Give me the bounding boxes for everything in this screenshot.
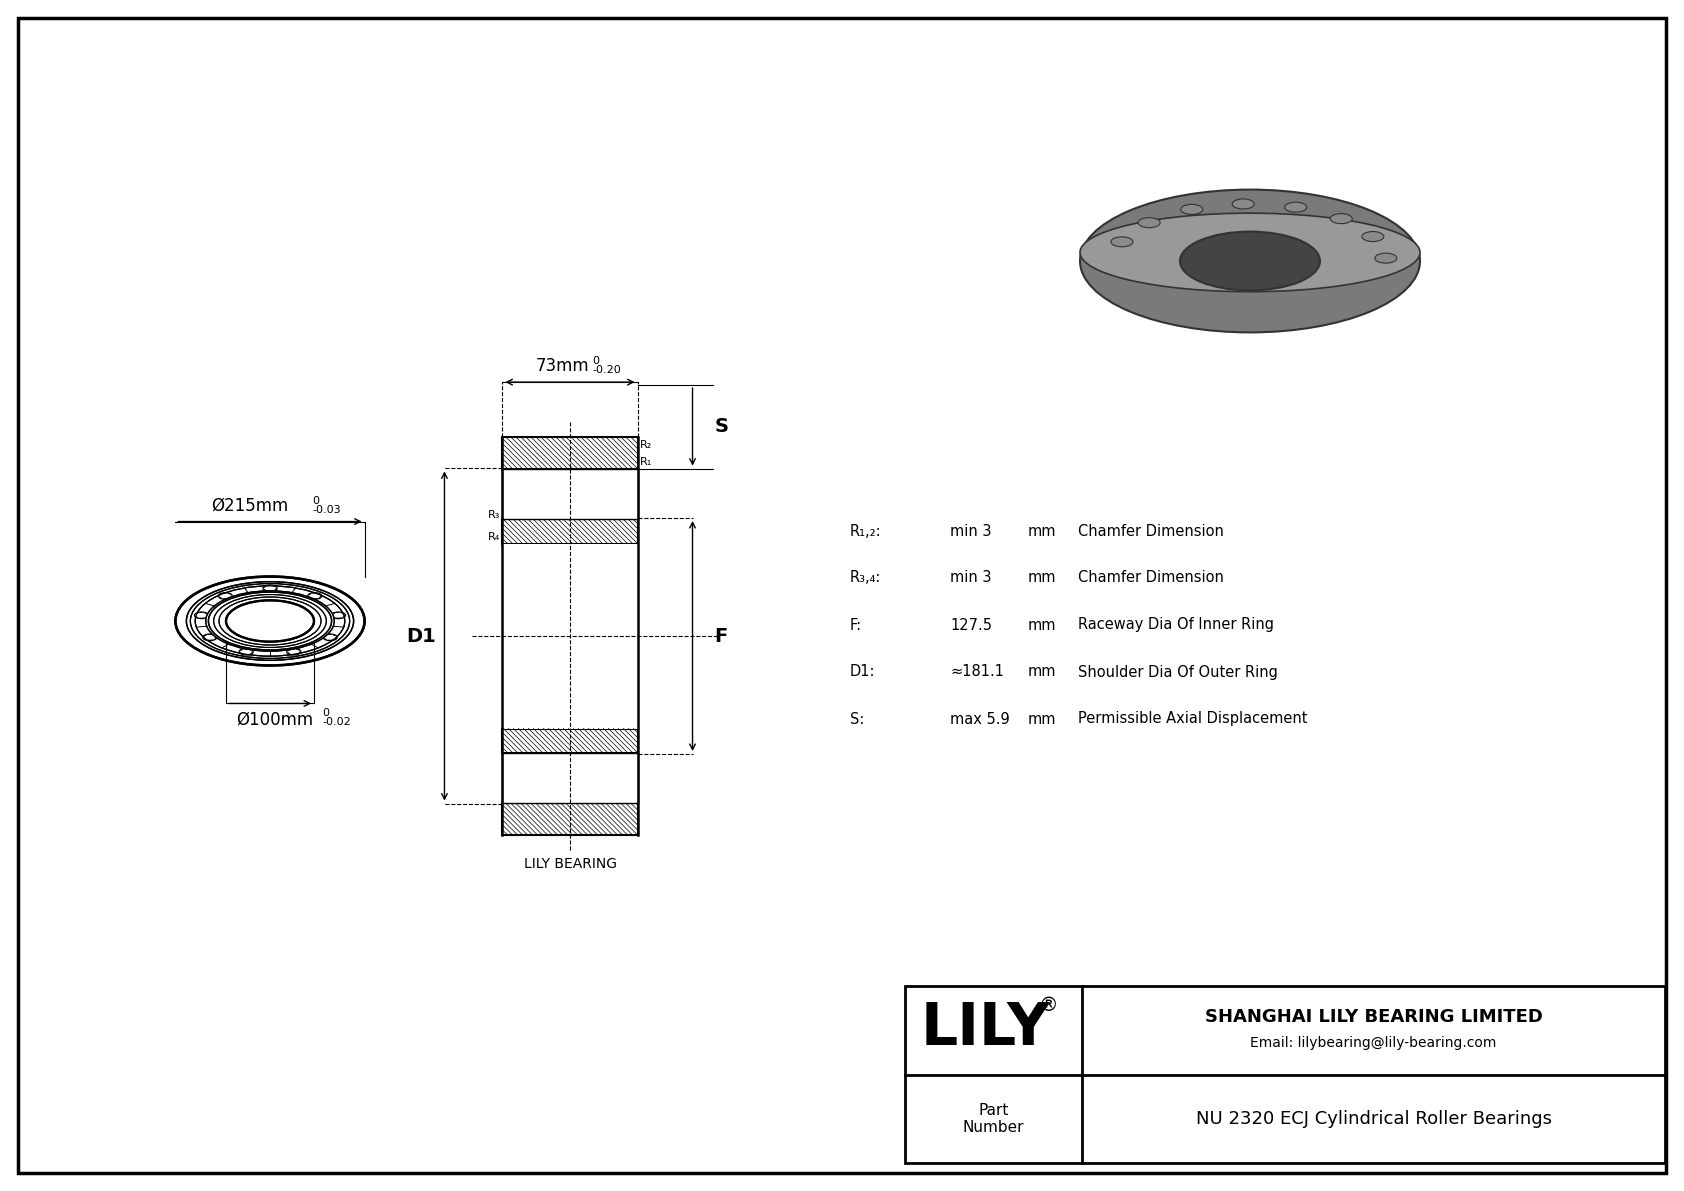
Ellipse shape [1285, 202, 1307, 212]
Text: ®: ® [1039, 996, 1058, 1015]
Ellipse shape [214, 594, 327, 648]
Text: R₁,₂:: R₁,₂: [850, 524, 882, 538]
Text: F: F [714, 626, 727, 646]
Text: S:: S: [850, 711, 864, 727]
Text: 0: 0 [322, 709, 328, 718]
Ellipse shape [187, 581, 354, 660]
Text: -0.03: -0.03 [312, 505, 340, 515]
Ellipse shape [286, 648, 301, 655]
Text: F:: F: [850, 617, 862, 632]
Ellipse shape [263, 585, 278, 592]
Ellipse shape [175, 576, 365, 666]
Ellipse shape [1111, 237, 1133, 247]
Text: max 5.9: max 5.9 [950, 711, 1010, 727]
Text: mm: mm [1027, 524, 1056, 538]
Ellipse shape [1362, 231, 1384, 242]
Bar [502, 543, 638, 729]
Text: Ø100mm: Ø100mm [236, 711, 313, 729]
Ellipse shape [1374, 254, 1396, 263]
Ellipse shape [190, 584, 350, 659]
Bar [502, 519, 638, 543]
Text: 127.5: 127.5 [950, 617, 992, 632]
Text: mm: mm [1027, 617, 1056, 632]
Text: 0: 0 [593, 356, 600, 366]
Bar [904, 986, 1665, 1162]
Text: Ø215mm: Ø215mm [212, 497, 288, 515]
Text: SHANGHAI LILY BEARING LIMITED: SHANGHAI LILY BEARING LIMITED [1204, 1009, 1543, 1027]
Ellipse shape [1330, 213, 1352, 224]
Bar [502, 468, 638, 519]
Ellipse shape [205, 591, 333, 651]
Ellipse shape [308, 593, 322, 599]
Ellipse shape [1138, 218, 1160, 227]
Text: Shoulder Dia Of Outer Ring: Shoulder Dia Of Outer Ring [1078, 665, 1278, 680]
Text: D1:: D1: [850, 665, 876, 680]
Text: NU 2320 ECJ Cylindrical Roller Bearings: NU 2320 ECJ Cylindrical Roller Bearings [1196, 1110, 1551, 1128]
Ellipse shape [1079, 213, 1420, 292]
Text: min 3: min 3 [950, 524, 992, 538]
Text: Permissible Axial Displacement: Permissible Axial Displacement [1078, 711, 1307, 727]
Ellipse shape [219, 593, 232, 599]
Ellipse shape [202, 634, 217, 641]
Ellipse shape [239, 648, 253, 655]
Text: -0.20: -0.20 [593, 366, 621, 375]
Bar [502, 437, 638, 468]
Ellipse shape [332, 612, 345, 618]
Ellipse shape [1180, 231, 1320, 291]
Ellipse shape [209, 592, 332, 650]
Text: R₃,₄:: R₃,₄: [850, 570, 881, 586]
Text: mm: mm [1027, 570, 1056, 586]
Bar [502, 437, 638, 835]
Ellipse shape [1079, 189, 1420, 332]
Text: 0: 0 [312, 495, 318, 505]
Text: LILY: LILY [921, 999, 1051, 1056]
Text: D1: D1 [408, 626, 436, 646]
Ellipse shape [1180, 205, 1202, 214]
Ellipse shape [1233, 199, 1255, 208]
Text: mm: mm [1027, 711, 1056, 727]
Bar [502, 804, 638, 835]
Ellipse shape [226, 600, 313, 642]
Text: Email: lilybearing@lily-bearing.com: Email: lilybearing@lily-bearing.com [1250, 1036, 1497, 1050]
Bar [502, 753, 638, 804]
Ellipse shape [194, 612, 209, 618]
Text: Raceway Dia Of Inner Ring: Raceway Dia Of Inner Ring [1078, 617, 1275, 632]
Text: 73mm: 73mm [536, 357, 589, 375]
Text: R₄: R₄ [488, 531, 500, 542]
Text: S: S [714, 417, 729, 436]
Ellipse shape [219, 597, 322, 646]
Text: R₃: R₃ [488, 511, 500, 520]
Text: LILY BEARING: LILY BEARING [524, 856, 616, 871]
Text: ≈181.1: ≈181.1 [950, 665, 1004, 680]
Text: Chamfer Dimension: Chamfer Dimension [1078, 570, 1224, 586]
Ellipse shape [323, 634, 337, 641]
Ellipse shape [195, 586, 345, 656]
Text: mm: mm [1027, 665, 1056, 680]
Text: Chamfer Dimension: Chamfer Dimension [1078, 524, 1224, 538]
Bar [502, 729, 638, 753]
Text: Part
Number: Part Number [963, 1103, 1024, 1135]
Text: min 3: min 3 [950, 570, 992, 586]
Text: R₁: R₁ [640, 456, 652, 467]
Text: -0.02: -0.02 [322, 717, 350, 728]
Text: R₂: R₂ [640, 441, 652, 450]
Ellipse shape [1180, 231, 1320, 291]
